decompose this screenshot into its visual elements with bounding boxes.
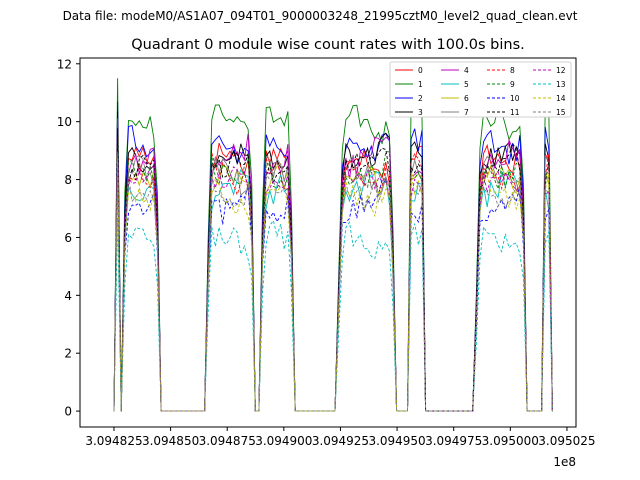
plot-frame [79,57,577,428]
x-tick-label: 3.094850 [142,434,199,448]
legend-label: 1 [418,80,423,89]
x-tick-label: 3.095025 [538,434,595,448]
series-line-8 [113,138,553,412]
x-tick-label: 3.094825 [85,434,142,448]
chart-title: Quadrant 0 module wise count rates with … [131,37,525,53]
y-tick-label: 4 [64,289,72,303]
chart-suptitle: Data file: modeM0/AS1A07_094T01_90000032… [63,9,578,23]
series-line-13 [113,217,553,412]
legend-label: 2 [418,94,423,103]
legend-label: 13 [556,80,566,89]
x-tick-label: 3.094900 [255,434,312,448]
legend-label: 15 [556,108,566,117]
x-tick-label: 3.095000 [482,434,539,448]
legend-label: 10 [510,94,520,103]
y-tick-label: 10 [57,115,72,129]
series-line-15 [113,154,553,412]
x-tick-label: 3.094925 [312,434,369,448]
legend-label: 9 [510,80,515,89]
series-line-12 [113,151,553,412]
series-line-3 [113,111,553,412]
legend-label: 11 [510,108,520,117]
legend-label: 12 [556,66,566,75]
legend-label: 4 [464,66,469,75]
y-tick-label: 6 [64,231,72,245]
x-tick-label: 3.094975 [425,434,482,448]
legend-label: 3 [418,108,423,117]
x-axis: 3.094825 3.094850 3.094875 3.094900 3.094925… [85,427,596,448]
legend-label: 8 [510,66,515,75]
legend-box [389,61,572,118]
series-line-1 [113,78,553,412]
series-line-2 [113,101,553,412]
y-tick-label: 12 [57,57,72,71]
series-line-5 [113,158,553,412]
plot-lines [113,78,553,412]
series-line-7 [113,141,553,412]
y-tick-label: 2 [64,347,72,361]
x-tick-label: 3.094875 [199,434,256,448]
x-offset-label: 1e8 [553,455,576,469]
series-line-4 [113,118,553,412]
series-line-14 [113,161,553,412]
legend-label: 7 [464,108,469,117]
legend-label: 6 [464,94,469,103]
legend-label: 5 [464,80,469,89]
legend-label: 0 [418,66,423,75]
y-axis: 0 2 4 6 8 10 12 [57,57,80,419]
series-line-10 [113,171,553,412]
y-tick-label: 0 [64,405,72,419]
y-tick-label: 8 [64,173,72,187]
series-line-11 [113,128,553,412]
x-tick-label: 3.094950 [368,434,425,448]
legend-label: 14 [556,94,566,103]
